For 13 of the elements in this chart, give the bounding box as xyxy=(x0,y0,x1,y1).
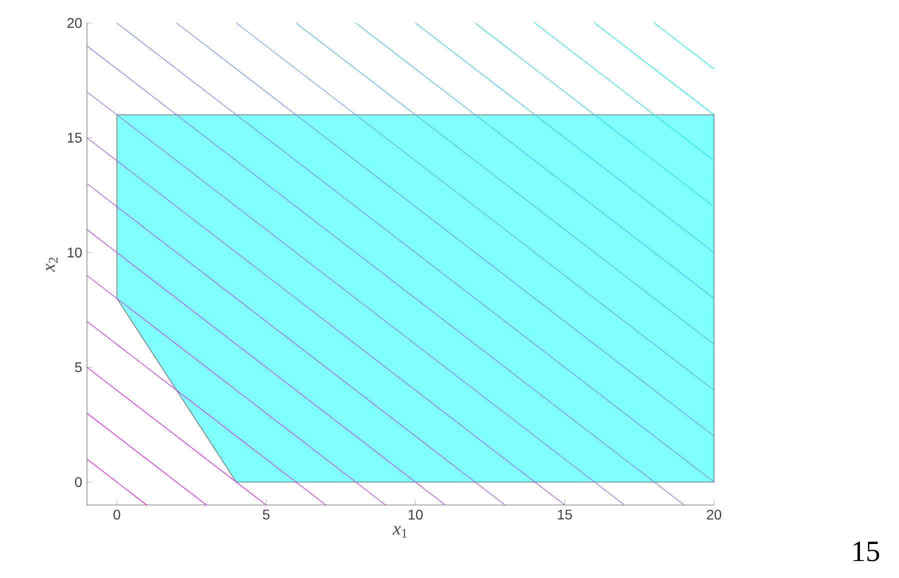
y-tick-label: 5 xyxy=(75,362,82,372)
x-tick-label: 20 xyxy=(706,510,722,520)
x-tick-label: 15 xyxy=(558,510,572,520)
x-tick-label: 5 xyxy=(262,510,270,520)
y-axis-title: x$_{2}$ xyxy=(46,258,58,272)
y-tick-label: 10 xyxy=(68,248,82,258)
x-axis-title: x$_{1}$ xyxy=(392,526,407,538)
text: 15 xyxy=(854,542,880,562)
y-tick-label: 20 xyxy=(67,18,82,28)
y-tick-label: 0 xyxy=(75,477,82,488)
x-tick-label: 0 xyxy=(114,510,120,520)
x-tick-label: 10 xyxy=(408,510,423,520)
y-tick-label: 15 xyxy=(68,132,82,143)
